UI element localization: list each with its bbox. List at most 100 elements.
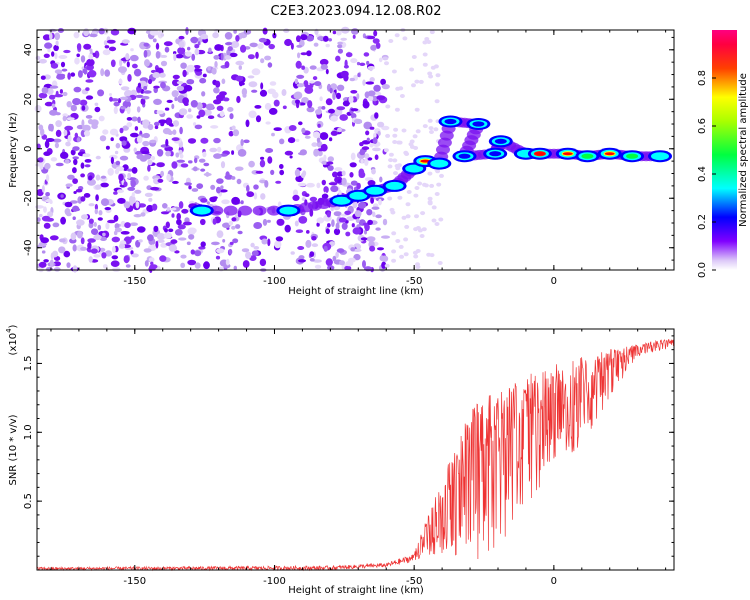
noise-speckle [365, 81, 375, 85]
noise-speckle [359, 142, 364, 147]
noise-speckle [122, 100, 131, 109]
noise-speckle [119, 96, 129, 101]
noise-speckle [387, 196, 393, 201]
noise-speckle [152, 38, 157, 43]
noise-speckle [288, 125, 297, 131]
colorbar-tick-label: 0.6 [697, 118, 708, 134]
signal-band [209, 205, 224, 216]
noise-speckle [243, 139, 250, 144]
noise-speckle [337, 48, 343, 54]
noise-speckle [361, 146, 370, 151]
noise-speckle [221, 78, 226, 85]
noise-speckle [373, 132, 377, 139]
noise-speckle [360, 159, 364, 164]
noise-speckle [306, 106, 315, 113]
noise-speckle [369, 245, 376, 252]
noise-speckle [75, 188, 83, 193]
noise-speckle [121, 140, 127, 146]
y-multiplier-label: (x104) [5, 324, 19, 355]
noise-speckle [67, 72, 71, 80]
noise-speckle [187, 259, 197, 266]
noise-speckle [113, 191, 118, 195]
noise-speckle [150, 186, 160, 191]
noise-speckle [326, 211, 331, 218]
noise-speckle [70, 104, 78, 112]
noise-speckle [295, 229, 304, 233]
noise-speckle [220, 185, 224, 190]
noise-speckle [110, 137, 114, 142]
noise-speckle [245, 119, 250, 128]
noise-speckle [84, 159, 92, 163]
noise-speckle [111, 255, 119, 260]
x-tick-label: -100 [263, 576, 286, 587]
noise-speckle [143, 42, 150, 47]
noise-speckle [409, 67, 415, 72]
noise-speckle [349, 162, 357, 168]
noise-speckle [74, 57, 80, 65]
noise-speckle [64, 201, 73, 208]
noise-speckle [418, 79, 424, 84]
noise-speckle [327, 156, 334, 163]
noise-speckle [344, 210, 352, 215]
noise-speckle [253, 192, 258, 200]
noise-speckle [142, 132, 150, 139]
noise-speckle [160, 33, 165, 37]
noise-speckle [297, 182, 307, 187]
noise-speckle [72, 244, 77, 252]
noise-speckle [323, 245, 328, 252]
noise-speckle [321, 106, 326, 110]
noise-speckle [118, 243, 126, 249]
noise-speckle [174, 250, 180, 254]
noise-speckle [337, 127, 342, 133]
noise-speckle [354, 210, 362, 218]
noise-speckle [388, 158, 394, 163]
noise-speckle [255, 115, 262, 123]
bottom-x-axis-label: Height of straight line (km) [288, 585, 424, 596]
noise-speckle [341, 177, 347, 186]
noise-speckle [115, 160, 121, 166]
noise-speckle [50, 62, 59, 69]
noise-speckle [365, 130, 370, 136]
noise-speckle [369, 77, 375, 83]
noise-speckle [109, 96, 113, 102]
noise-speckle [186, 64, 196, 73]
noise-speckle [147, 78, 153, 85]
noise-speckle [224, 32, 233, 40]
noise-speckle [276, 218, 285, 226]
noise-speckle [301, 97, 309, 104]
noise-speckle [429, 130, 434, 134]
noise-speckle [429, 183, 435, 188]
noise-speckle [213, 153, 222, 159]
noise-speckle [220, 52, 224, 61]
noise-speckle [307, 100, 313, 109]
noise-speckle [127, 27, 137, 35]
noise-speckle [140, 212, 146, 217]
noise-speckle [196, 183, 204, 190]
noise-speckle [248, 110, 257, 119]
noise-speckle [434, 99, 440, 104]
noise-speckle [198, 158, 206, 163]
noise-speckle [363, 121, 373, 130]
noise-speckle [142, 140, 150, 147]
noise-speckle [59, 238, 66, 243]
noise-speckle [219, 189, 228, 193]
noise-speckle [259, 159, 266, 168]
noise-speckle [328, 182, 338, 186]
noise-speckle [415, 264, 421, 269]
noise-speckle [295, 138, 300, 142]
svg-text:(x104): (x104) [5, 324, 19, 355]
noise-speckle [147, 159, 153, 166]
noise-speckle [301, 127, 306, 134]
top-panel: -150 -100 -50 0 -40 -20 0 20 40 Height of strai… [8, 26, 675, 297]
noise-speckle [76, 137, 81, 143]
noise-speckle [191, 53, 196, 61]
noise-speckle [352, 34, 356, 39]
noise-speckle [333, 228, 341, 236]
noise-speckle [165, 221, 170, 229]
noise-speckle [411, 83, 416, 88]
noise-speckle [366, 60, 370, 66]
noise-speckle [182, 69, 187, 78]
noise-speckle [414, 214, 419, 219]
noise-speckle [328, 137, 333, 142]
